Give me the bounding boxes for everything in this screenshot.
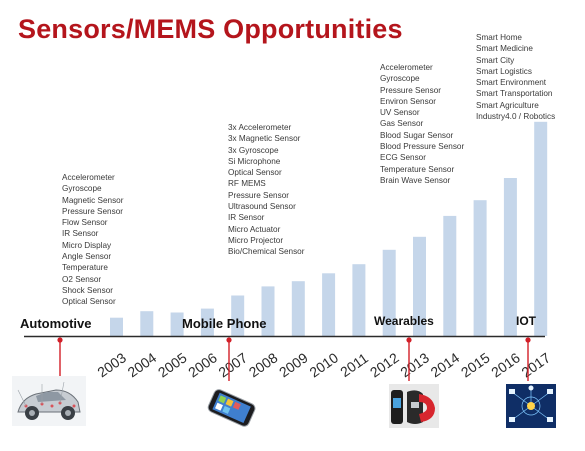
era-label-iot: IOT [516, 314, 536, 328]
year-tick-label: 2008 [246, 349, 281, 380]
automotive-list-item: Optical Sensor [62, 297, 116, 307]
wearables-sensor-list: Accelerometer Gyroscope Pressure Sensor Env… [380, 62, 464, 186]
year-tick-label: 2016 [488, 349, 523, 380]
automotive-list-item: Gyroscope [62, 184, 102, 194]
automotive-list-item: O2 Sensor [62, 274, 102, 284]
year-tick-label: 2009 [276, 349, 311, 380]
smartphone-icon [200, 384, 264, 430]
bar-2005 [170, 312, 184, 336]
automotive-list-item: Magnetic Sensor [62, 195, 124, 205]
bar-2010 [322, 273, 336, 336]
wearables-list-item: ECG Sensor [380, 153, 426, 163]
wearables-list-item: UV Sensor [380, 108, 420, 118]
wearables-list-item: Temperature Sensor [380, 164, 455, 174]
iot-application-list: Smart Home Smart Medicine Smart City Smart … [476, 32, 555, 122]
automotive-list-item: Pressure Sensor [62, 206, 123, 216]
wearables-list-item: Pressure Sensor [380, 85, 441, 95]
mobile-list-item: Optical Sensor [228, 168, 282, 178]
iot-list-item: Smart Medicine [476, 44, 533, 54]
era-label-automotive: Automotive [20, 316, 92, 331]
mobile-list-item: Pressure Sensor [228, 190, 289, 200]
automotive-list-item: Micro Display [62, 240, 112, 250]
year-tick-label: 2007 [215, 349, 250, 380]
iot-list-item: Smart Home [476, 33, 522, 42]
wearables-list-item: Blood Pressure Sensor [380, 142, 465, 152]
mobile-list-item: Ultrasound Sensor [228, 202, 296, 212]
bar-2006 [200, 308, 214, 336]
iot-list-item: Smart Logistics [476, 66, 532, 76]
year-tick-label: 2017 [518, 349, 553, 380]
year-tick-label: 2014 [428, 349, 463, 380]
year-tick-label: 2010 [306, 349, 341, 380]
bar-2013 [413, 236, 426, 336]
iot-network-icon [506, 384, 556, 428]
year-tick-label: 2003 [94, 349, 129, 380]
bar-2016 [503, 178, 517, 336]
iot-list-item: Smart Transportation [476, 89, 553, 99]
era-marker-dot [525, 337, 531, 343]
wearables-list-item: Environ Sensor [380, 96, 436, 106]
year-tick-label: 2004 [125, 349, 160, 380]
automotive-list-item: Temperature [62, 263, 108, 273]
wearables-list-item: Gas Sensor [380, 119, 424, 129]
wearables-list-item: Gyroscope [380, 74, 420, 84]
mobile-list-item: 3x Gyroscope [228, 145, 279, 155]
mobile-list-item: 3x Magnetic Sensor [228, 134, 301, 144]
iot-list-item: Smart Agriculture [476, 100, 539, 110]
iot-list-item: Smart City [476, 55, 515, 65]
page-title: Sensors/MEMS Opportunities [18, 14, 403, 44]
bar-2014 [443, 215, 457, 336]
wearables-list-item: Accelerometer [380, 63, 433, 72]
era-marker-dot [57, 337, 63, 343]
wearable-band-icon [389, 384, 439, 428]
mobile-list-item: RF MEMS [228, 179, 266, 189]
year-tick-label: 2013 [397, 349, 432, 380]
era-marker-dot [406, 337, 412, 343]
automotive-list-item: Flow Sensor [62, 218, 108, 228]
iot-list-item: Industry4.0 / Robotics [476, 112, 556, 122]
era-label-wearables: Wearables [374, 314, 434, 328]
bar-2004 [140, 311, 154, 336]
mobile-list-item: IR Sensor [228, 213, 265, 223]
automotive-list-item: IR Sensor [62, 229, 99, 239]
year-tick-label: 2015 [458, 349, 493, 380]
automotive-list-item: Shock Sensor [62, 285, 113, 295]
bar-2012 [382, 249, 396, 336]
car-icon [12, 376, 86, 426]
bar-2017 [534, 121, 548, 336]
mobile-list-item: Bio/Chemical Sensor [228, 247, 305, 257]
bar-2009 [291, 281, 305, 336]
year-tick-label: 2006 [185, 349, 220, 380]
mobile-list-item: 3x Accelerometer [228, 123, 292, 132]
bar-2015 [473, 200, 487, 336]
automotive-sensor-list: Accelerometer Gyroscope Magnetic Sensor Pre… [62, 172, 123, 308]
wearables-list-item: Brain Wave Sensor [380, 175, 451, 185]
era-label-mobile-phone: Mobile Phone [182, 316, 267, 331]
mobile-list-item: Micro Projector [228, 235, 284, 245]
iot-list-item: Smart Environment [476, 78, 547, 88]
year-tick-label: 2012 [367, 349, 402, 380]
automotive-list-item: Accelerometer [62, 173, 115, 182]
automotive-list-item: Angle Sensor [62, 252, 112, 262]
mobile-phone-sensor-list: 3x Accelerometer 3x Magnetic Sensor 3x Gyr… [228, 122, 304, 258]
year-tick-label: 2011 [337, 350, 371, 380]
era-marker-dot [226, 337, 232, 343]
bar-2011 [352, 264, 366, 336]
bar-2003 [110, 317, 123, 336]
mobile-list-item: Si Microphone [228, 156, 281, 166]
bar-2007 [231, 295, 245, 336]
year-tick-label: 2005 [155, 349, 190, 380]
wearables-list-item: Blood Sugar Sensor [380, 130, 454, 140]
mobile-list-item: Micro Actuator [228, 224, 281, 234]
bar-2008 [261, 286, 275, 336]
